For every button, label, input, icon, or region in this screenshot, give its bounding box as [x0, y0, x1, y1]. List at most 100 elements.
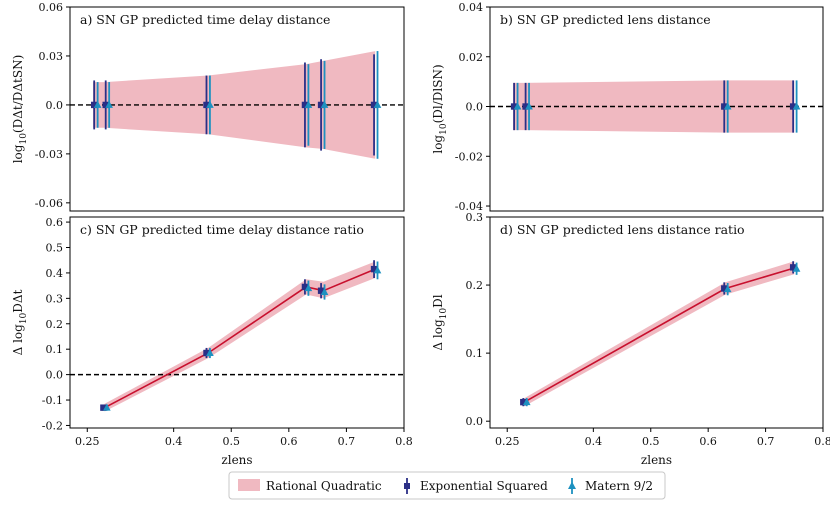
legend-swatch-band [238, 479, 260, 491]
x-tick-label: 0.8 [814, 435, 830, 448]
y-tick-label: 0.1 [46, 343, 64, 356]
y-tick-label: -0.06 [35, 197, 63, 210]
y-tick-label: -0.04 [455, 200, 483, 213]
x-tick-label: 0.4 [585, 435, 603, 448]
y-tick-label: 0.2 [46, 318, 64, 331]
x-tick-label: 0.7 [757, 435, 775, 448]
y-tick-label: 0.1 [466, 347, 484, 360]
y-tick-label: -0.1 [42, 394, 63, 407]
y-tick-label: -0.2 [42, 419, 63, 432]
panel-title: a) SN GP predicted time delay distance [80, 12, 330, 27]
exp-squared-marker [102, 101, 109, 109]
exp-squared-marker [510, 103, 518, 110]
legend-frame [228, 471, 666, 500]
y-tick-label: 0.6 [46, 216, 64, 229]
matern-marker [105, 100, 113, 108]
axes-frame [69, 216, 405, 429]
exp-squared-marker [301, 283, 309, 291]
legend-label-exponential-squared: Exponential Squared [420, 479, 548, 493]
y-tick-label: 0.0 [46, 99, 64, 112]
y-axis-label-sub: 10 [19, 312, 29, 324]
matern-marker [792, 264, 801, 272]
y-tick-label: 0.0 [466, 101, 484, 114]
y-tick-label: 0.0 [46, 369, 64, 382]
y-tick-label: 0.03 [39, 50, 64, 63]
matern-marker [723, 102, 732, 110]
panel-d: 0.3 0.2 0.1 0.0 0.25 0.4 0.5 0.6 0.7 0.8 zlens d) S… [431, 211, 830, 467]
y-tick-label: 0.04 [459, 1, 484, 14]
matern-marker [320, 287, 329, 295]
exp-squared-marker [721, 103, 728, 110]
y-axis-label-sub: 10 [439, 308, 449, 320]
matern-marker [522, 397, 531, 406]
matern-marker [320, 100, 329, 108]
y-tick-label: 0.3 [46, 292, 64, 305]
y-axis-label-main: log [431, 135, 445, 154]
x-tick-label: 0.5 [222, 435, 240, 448]
y-tick-label: 0.2 [466, 279, 484, 292]
y-tick-label: 0.3 [466, 211, 484, 224]
y-axis-label-rest: (Dl/DlSN) [431, 64, 445, 123]
exp-squared-marker [520, 398, 527, 406]
x-tick-label: 0.25 [495, 435, 520, 448]
y-axis-label-sub: 10 [19, 133, 29, 145]
exp-squared-marker [90, 101, 98, 109]
y-axis-label-sub: 10 [439, 123, 449, 135]
exp-squared-marker [721, 285, 728, 292]
y-tick-label: -0.03 [35, 148, 63, 161]
x-tick-label: 0.5 [642, 435, 660, 448]
exp-squared-marker [789, 264, 797, 271]
matern-marker [373, 100, 382, 108]
matern-marker [723, 284, 732, 293]
confidence-band [104, 261, 376, 412]
panel-title: d) SN GP predicted lens distance ratio [500, 222, 745, 237]
matern-marker [206, 100, 214, 108]
legend: Rational Quadratic Exponential Squared Mat… [228, 471, 666, 500]
y-axis-label-rest: (DΔt/DΔtSN) [11, 55, 25, 133]
matern-marker [792, 102, 801, 110]
y-axis-label-main: log [11, 144, 25, 163]
matern-marker [103, 403, 111, 411]
y-axis-label: log10(DΔt/DΔtSN) [11, 55, 29, 164]
y-axis-label-main: Δ log [11, 324, 25, 356]
exp-squared-marker [370, 101, 378, 109]
x-tick-label: 0.6 [280, 435, 298, 448]
x-tick-label: 0.7 [338, 435, 356, 448]
y-axis-label: Δ log10Dl [431, 294, 449, 350]
matern-marker [513, 102, 522, 110]
matern-marker [373, 266, 382, 274]
x-tick-label: 0.8 [395, 435, 413, 448]
exp-squared-marker [203, 349, 210, 357]
panel-a: 0.06 0.03 0.0 -0.03 -0.06 a) SN GP predicted … [11, 1, 405, 212]
exp-squared-marker [522, 103, 529, 110]
exp-squared-marker [317, 101, 325, 109]
matern-marker [304, 100, 313, 108]
exp-squared-marker [301, 101, 309, 109]
panel-title: c) SN GP predicted time delay distance r… [80, 222, 364, 237]
y-tick-label: 0.4 [46, 267, 64, 280]
y-axis-label-rest: DΔt [11, 289, 25, 312]
panel-b: 0.04 0.02 0.0 -0.02 -0.04 b) SN GP predicted … [431, 1, 824, 213]
exp-squared-marker [203, 101, 210, 109]
y-tick-label: 0.02 [459, 51, 484, 64]
legend-label-rational-quadratic: Rational Quadratic [266, 479, 382, 493]
axes-frame [489, 6, 824, 212]
matern-marker [525, 102, 533, 110]
y-axis-label: Δ log10DΔt [11, 289, 29, 355]
x-tick-label: 0.25 [75, 435, 100, 448]
y-tick-label: 0.5 [46, 242, 64, 255]
confidence-band [524, 261, 795, 407]
axes-frame [69, 6, 405, 212]
matern-marker [304, 283, 313, 292]
exp-squared-marker [789, 103, 797, 110]
panel-c: 0.6 0.5 0.4 0.3 0.2 0.1 0.0 -0.1 -0.2 0.25 0.4 0.5 0… [11, 216, 413, 467]
y-tick-label: 0.06 [39, 1, 64, 14]
matern-marker [206, 348, 214, 357]
y-tick-label: -0.02 [455, 150, 483, 163]
y-axis-label-rest: Dl [431, 294, 445, 308]
legend-label-matern: Matern 9/2 [585, 479, 653, 493]
y-tick-label: 0.0 [466, 415, 484, 428]
panel-title: b) SN GP predicted lens distance [500, 12, 711, 27]
axes-frame [489, 216, 824, 429]
